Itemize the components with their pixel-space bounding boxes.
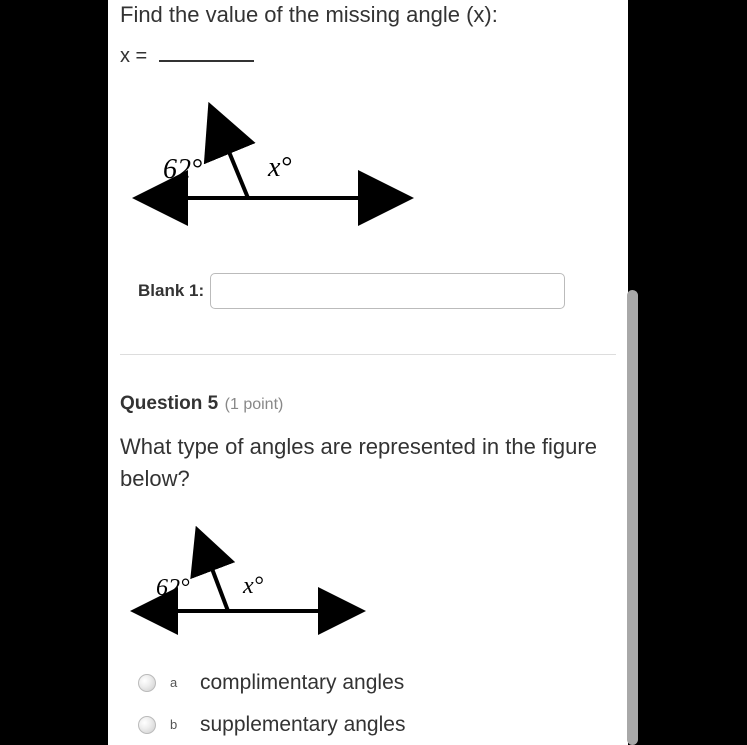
vertical-scrollbar[interactable] <box>627 290 638 745</box>
q5-options: a complimentary angles b supplementary a… <box>138 671 616 737</box>
angle-diagram-1: 62° x° <box>128 98 418 228</box>
blank-1-input[interactable] <box>210 273 565 309</box>
quiz-content: Find the value of the missing angle (x):… <box>108 0 628 745</box>
option-a-row[interactable]: a complimentary angles <box>138 671 616 695</box>
angle-right-text-2: x° <box>242 573 264 599</box>
option-a-radio[interactable] <box>138 674 156 692</box>
angle-right-text-1: x° <box>267 152 292 183</box>
q5-points: (1 point) <box>225 396 284 413</box>
angle-left-text-2: 62° <box>156 575 190 601</box>
q5-title: Question 5 <box>120 393 218 414</box>
q5-figure: 62° x° <box>128 523 616 643</box>
angle-diagram-2: 62° x° <box>128 523 368 638</box>
x-blank-underline <box>159 60 254 62</box>
q4-figure: 62° x° <box>128 98 616 233</box>
x-equals-label: x = <box>120 45 147 68</box>
option-b-text: supplementary angles <box>200 713 405 737</box>
q5-header: Question 5 (1 point) <box>120 393 616 415</box>
option-b-letter: b <box>170 717 186 732</box>
q4-prompt: Find the value of the missing angle (x): <box>120 0 616 31</box>
option-b-radio[interactable] <box>138 716 156 734</box>
option-b-row[interactable]: b supplementary angles <box>138 713 616 737</box>
q5-prompt: What type of angles are represented in t… <box>120 431 616 495</box>
blank-1-label: Blank 1: <box>138 281 204 301</box>
angle-left-text-1: 62° <box>163 154 202 185</box>
blank-1-row: Blank 1: <box>138 273 616 309</box>
option-a-letter: a <box>170 675 186 690</box>
option-a-text: complimentary angles <box>200 671 404 695</box>
question-divider <box>120 354 616 355</box>
x-equals-row: x = <box>120 45 616 68</box>
